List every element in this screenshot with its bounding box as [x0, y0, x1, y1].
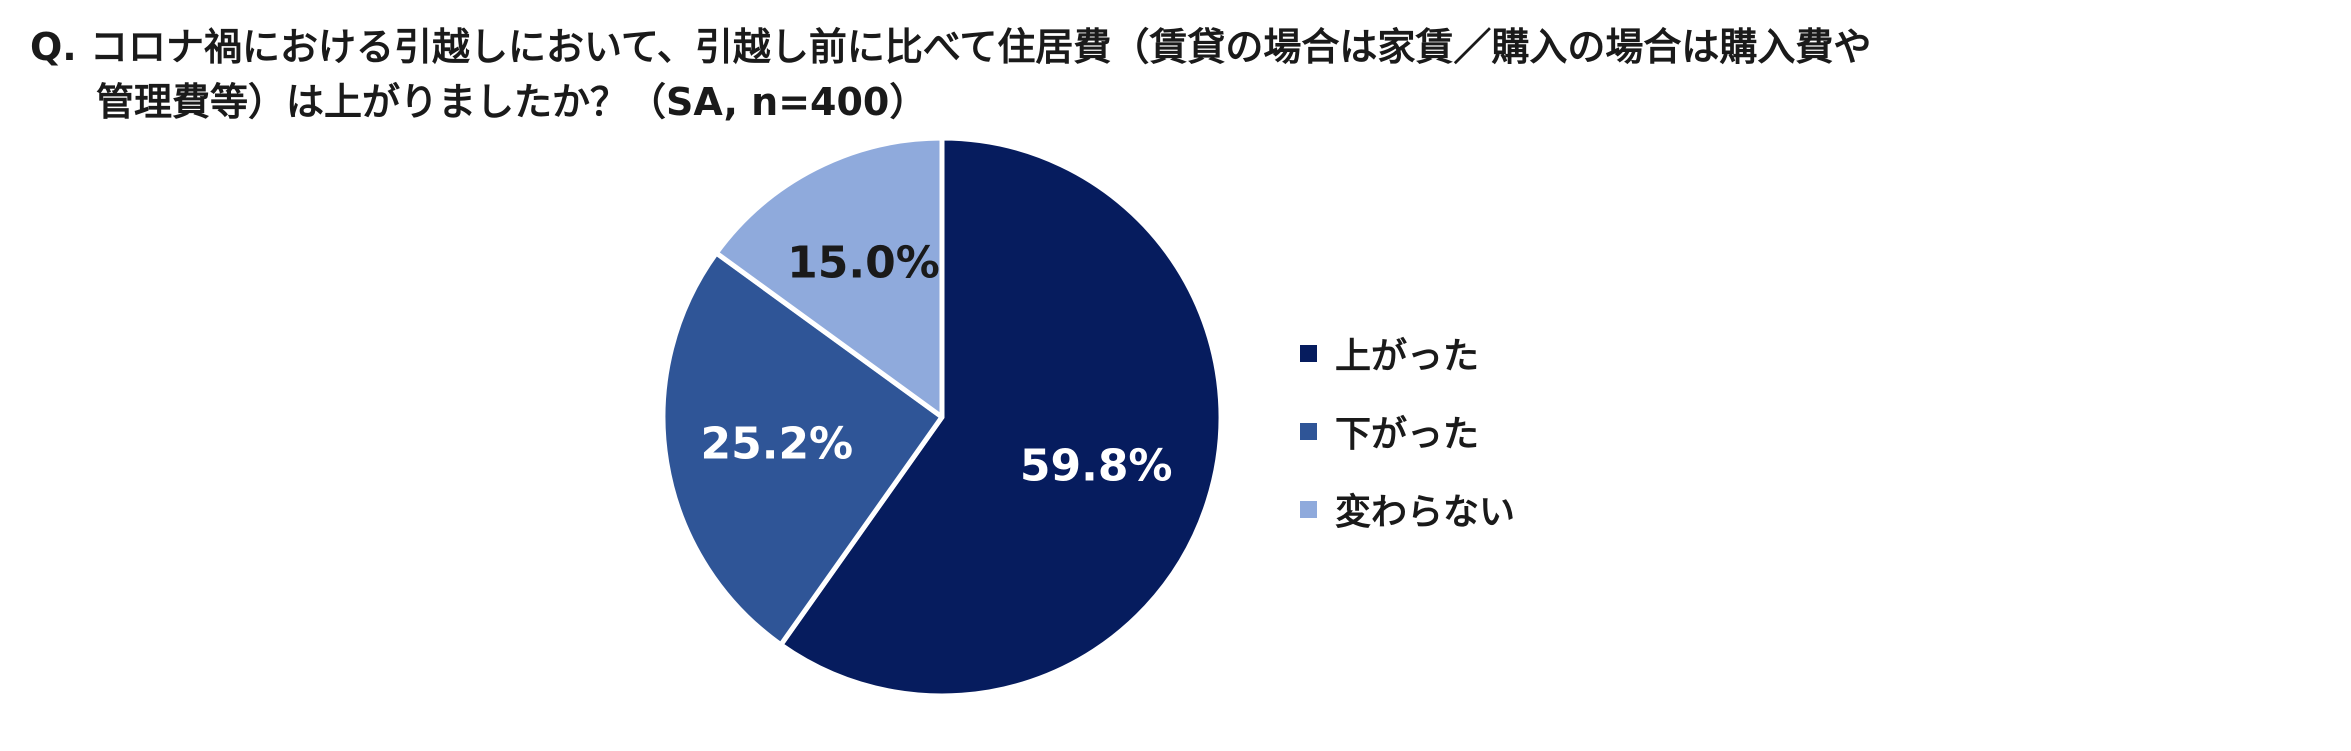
legend-item-unchanged: 変わらない [1300, 470, 1515, 548]
legend-swatch-unchanged [1300, 500, 1317, 518]
pie-slice-down [660, 250, 945, 648]
pie-slice-unchanged [713, 135, 945, 420]
legend-label-unchanged: 変わらない [1335, 492, 1516, 533]
legend-swatch-up [1300, 344, 1317, 362]
data-label-unchanged: 15.0% [787, 237, 940, 288]
legend-label-down: 下がった [1335, 414, 1480, 455]
legend-item-down: 下がった [1300, 392, 1515, 470]
legend-swatch-down [1300, 422, 1317, 440]
data-label-down: 25.2% [701, 419, 854, 470]
chart-title-line2: 管理費等）は上がりましたか？（SA, n=400） [96, 80, 928, 124]
pie-slice-up [778, 135, 1224, 699]
legend: 上がった 下がった 変わらない [1300, 314, 1515, 548]
legend-item-up: 上がった [1300, 314, 1515, 392]
chart-title: Q. コロナ禍における引越しにおいて、引越し前に比べて住居費（賃貸の場合は家賃／… [30, 20, 2330, 130]
data-label-up: 59.8% [1020, 441, 1173, 492]
legend-label-up: 上がった [1335, 336, 1480, 377]
chart-title-line1: Q. コロナ禍における引越しにおいて、引越し前に比べて住居費（賃貸の場合は家賃／… [30, 25, 1872, 69]
